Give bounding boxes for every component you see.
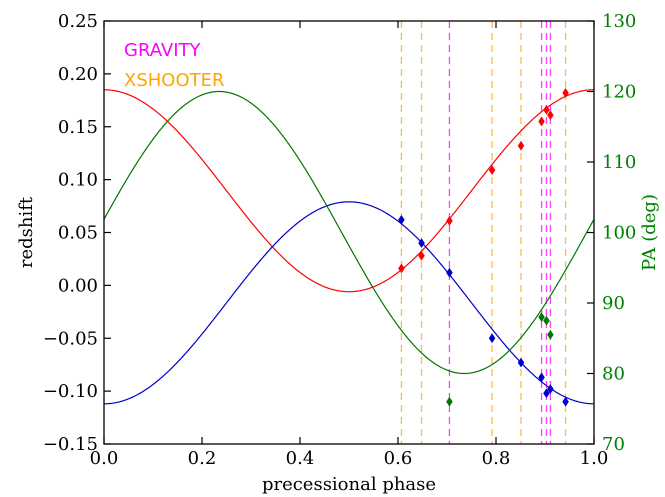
green-data-point (446, 396, 453, 407)
y-right-tick-label: 80 (602, 364, 625, 385)
blue-data-point (517, 357, 525, 368)
x-tick-label: 1.0 (580, 448, 609, 469)
legend: GRAVITY XSHOOTER (124, 40, 225, 91)
legend-entry: GRAVITY (124, 40, 202, 61)
legend-entry: XSHOOTER (124, 70, 225, 91)
green-model-curve (103, 90, 595, 375)
green-data-point (543, 315, 550, 326)
x-tick-label: 0.4 (286, 448, 315, 469)
y-axis-right-label: PA (deg) (639, 194, 660, 271)
blue-data-point (418, 238, 425, 249)
blue-data-point (543, 388, 550, 399)
y-tick-label: −0.10 (43, 381, 98, 402)
red-data-point (398, 263, 405, 274)
red-data-point (562, 87, 569, 98)
y-tick-label: −0.05 (43, 328, 98, 349)
y-right-tick-label: 120 (602, 82, 636, 103)
y-right-tick-label: 70 (602, 434, 625, 455)
blue-data-point (538, 372, 545, 383)
model-curves (103, 89, 595, 405)
red-data-point (543, 104, 550, 115)
y-right-tick-label: 90 (602, 293, 625, 314)
y-tick-label: 0.20 (58, 64, 98, 85)
y-tick-label: −0.15 (43, 434, 98, 455)
y-tick-label: 0.10 (58, 170, 98, 191)
red-model-curve (103, 89, 595, 293)
red-data-point (446, 215, 453, 226)
blue-data-point (398, 214, 405, 225)
y-tick-label: 0.00 (58, 275, 98, 296)
blue-data-point (446, 267, 453, 278)
x-tick-label: 0.2 (188, 448, 217, 469)
y-tick-label: 0.25 (58, 11, 98, 32)
blue-data-point (562, 396, 569, 407)
data-points (398, 87, 569, 407)
x-tick-label: 0.0 (90, 448, 119, 469)
red-data-point (488, 165, 496, 176)
y-axis-label: redshift (16, 196, 37, 268)
blue-model-curve (103, 201, 595, 405)
y-tick-label: 0.05 (58, 223, 98, 244)
green-data-point (538, 312, 545, 323)
red-data-point (418, 250, 425, 261)
red-data-point (517, 140, 525, 151)
y-tick-label: 0.15 (58, 117, 98, 138)
x-tick-label: 0.6 (384, 448, 413, 469)
blue-data-point (488, 333, 496, 344)
red-data-point (547, 110, 554, 121)
red-data-point (538, 116, 545, 127)
y-right-tick-label: 110 (602, 152, 636, 173)
x-axis-label: precessional phase (262, 474, 436, 495)
y-right-tick-label: 100 (602, 223, 636, 244)
y-right-tick-label: 130 (602, 11, 636, 32)
x-tick-label: 0.8 (482, 448, 511, 469)
ticks: 0.0 0.2 0.4 0.6 0.8 1.0 −0.15 −0.10 −0.05 0.00 0.0… (43, 11, 637, 469)
blue-data-point (547, 384, 554, 394)
green-data-point (547, 329, 554, 340)
